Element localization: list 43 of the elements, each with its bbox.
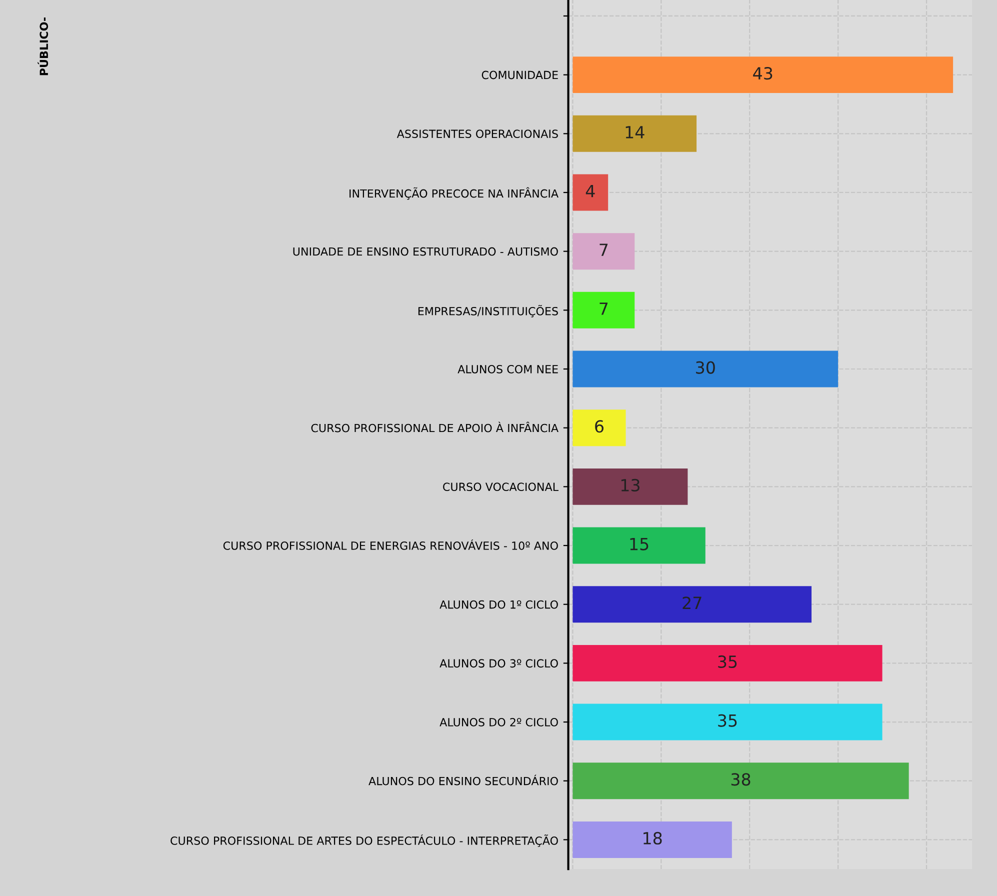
y-tick-label: CURSO PROFISSIONAL DE ARTES DO ESPECTÁCULO - INTERPRETAÇÃO bbox=[170, 834, 558, 847]
y-tick-label: CURSO PROFISSIONAL DE APOIO À INFÂNCIA bbox=[311, 422, 558, 432]
data-label: 7 bbox=[600, 244, 608, 256]
y-tick-label: INTERVENÇÃO PRECOCE NA INFÂNCIA bbox=[350, 187, 558, 200]
data-label: 43 bbox=[753, 67, 772, 80]
y-tick-label: CURSO VOCACIONAL bbox=[443, 482, 558, 492]
bar bbox=[572, 115, 697, 152]
bar bbox=[572, 174, 608, 211]
data-label: 27 bbox=[682, 596, 702, 609]
bar bbox=[572, 821, 732, 858]
bar bbox=[572, 56, 954, 94]
data-label: 4 bbox=[586, 184, 595, 198]
bar bbox=[572, 586, 812, 623]
bar bbox=[572, 233, 635, 270]
y-tick-label: UNIDADE DE ENSINO ESTRUTURADO - AUTISMO bbox=[293, 247, 558, 256]
y-tick-label: ALUNOS COM NEE bbox=[458, 364, 558, 374]
data-label: 6 bbox=[595, 420, 604, 433]
data-label: 38 bbox=[731, 773, 750, 786]
y-tick-label: ALUNOS DO 1º CICLO bbox=[440, 600, 558, 609]
y-tick-label: ALUNOS DO ENSINO SECUNDÁRIO bbox=[368, 774, 558, 786]
bar bbox=[572, 410, 626, 446]
y-tick-label: ASSISTENTES OPERACIONAIS bbox=[396, 130, 558, 138]
y-tick-label: CURSO PROFISSIONAL DE ENERGIAS RENOVÁVEIS - 10º ANO bbox=[223, 539, 558, 550]
bar bbox=[572, 644, 882, 682]
bar bbox=[572, 468, 688, 505]
bar bbox=[572, 704, 882, 740]
y-tick-label: ALUNOS DO 3º CICLO bbox=[440, 659, 558, 668]
data-label: 35 bbox=[718, 655, 737, 668]
data-label: 15 bbox=[630, 538, 648, 550]
data-label: 30 bbox=[696, 361, 715, 374]
data-label: 18 bbox=[644, 832, 662, 845]
bar bbox=[572, 527, 706, 564]
bar bbox=[572, 350, 838, 388]
data-label: 7 bbox=[600, 302, 608, 315]
bar bbox=[572, 292, 635, 328]
data-label: 35 bbox=[718, 714, 737, 727]
bar bbox=[572, 762, 909, 800]
data-label: 14 bbox=[626, 126, 644, 138]
text: PÚBLICO- bbox=[38, 17, 48, 76]
y-tick-label: EMPRESAS/INSTITUIÇÕES bbox=[418, 304, 558, 318]
data-label: 13 bbox=[621, 478, 640, 492]
y-tick-label: ALUNOS DO 2º CICLO bbox=[440, 718, 558, 726]
y-tick-label: COMUNIDADE bbox=[482, 70, 558, 80]
